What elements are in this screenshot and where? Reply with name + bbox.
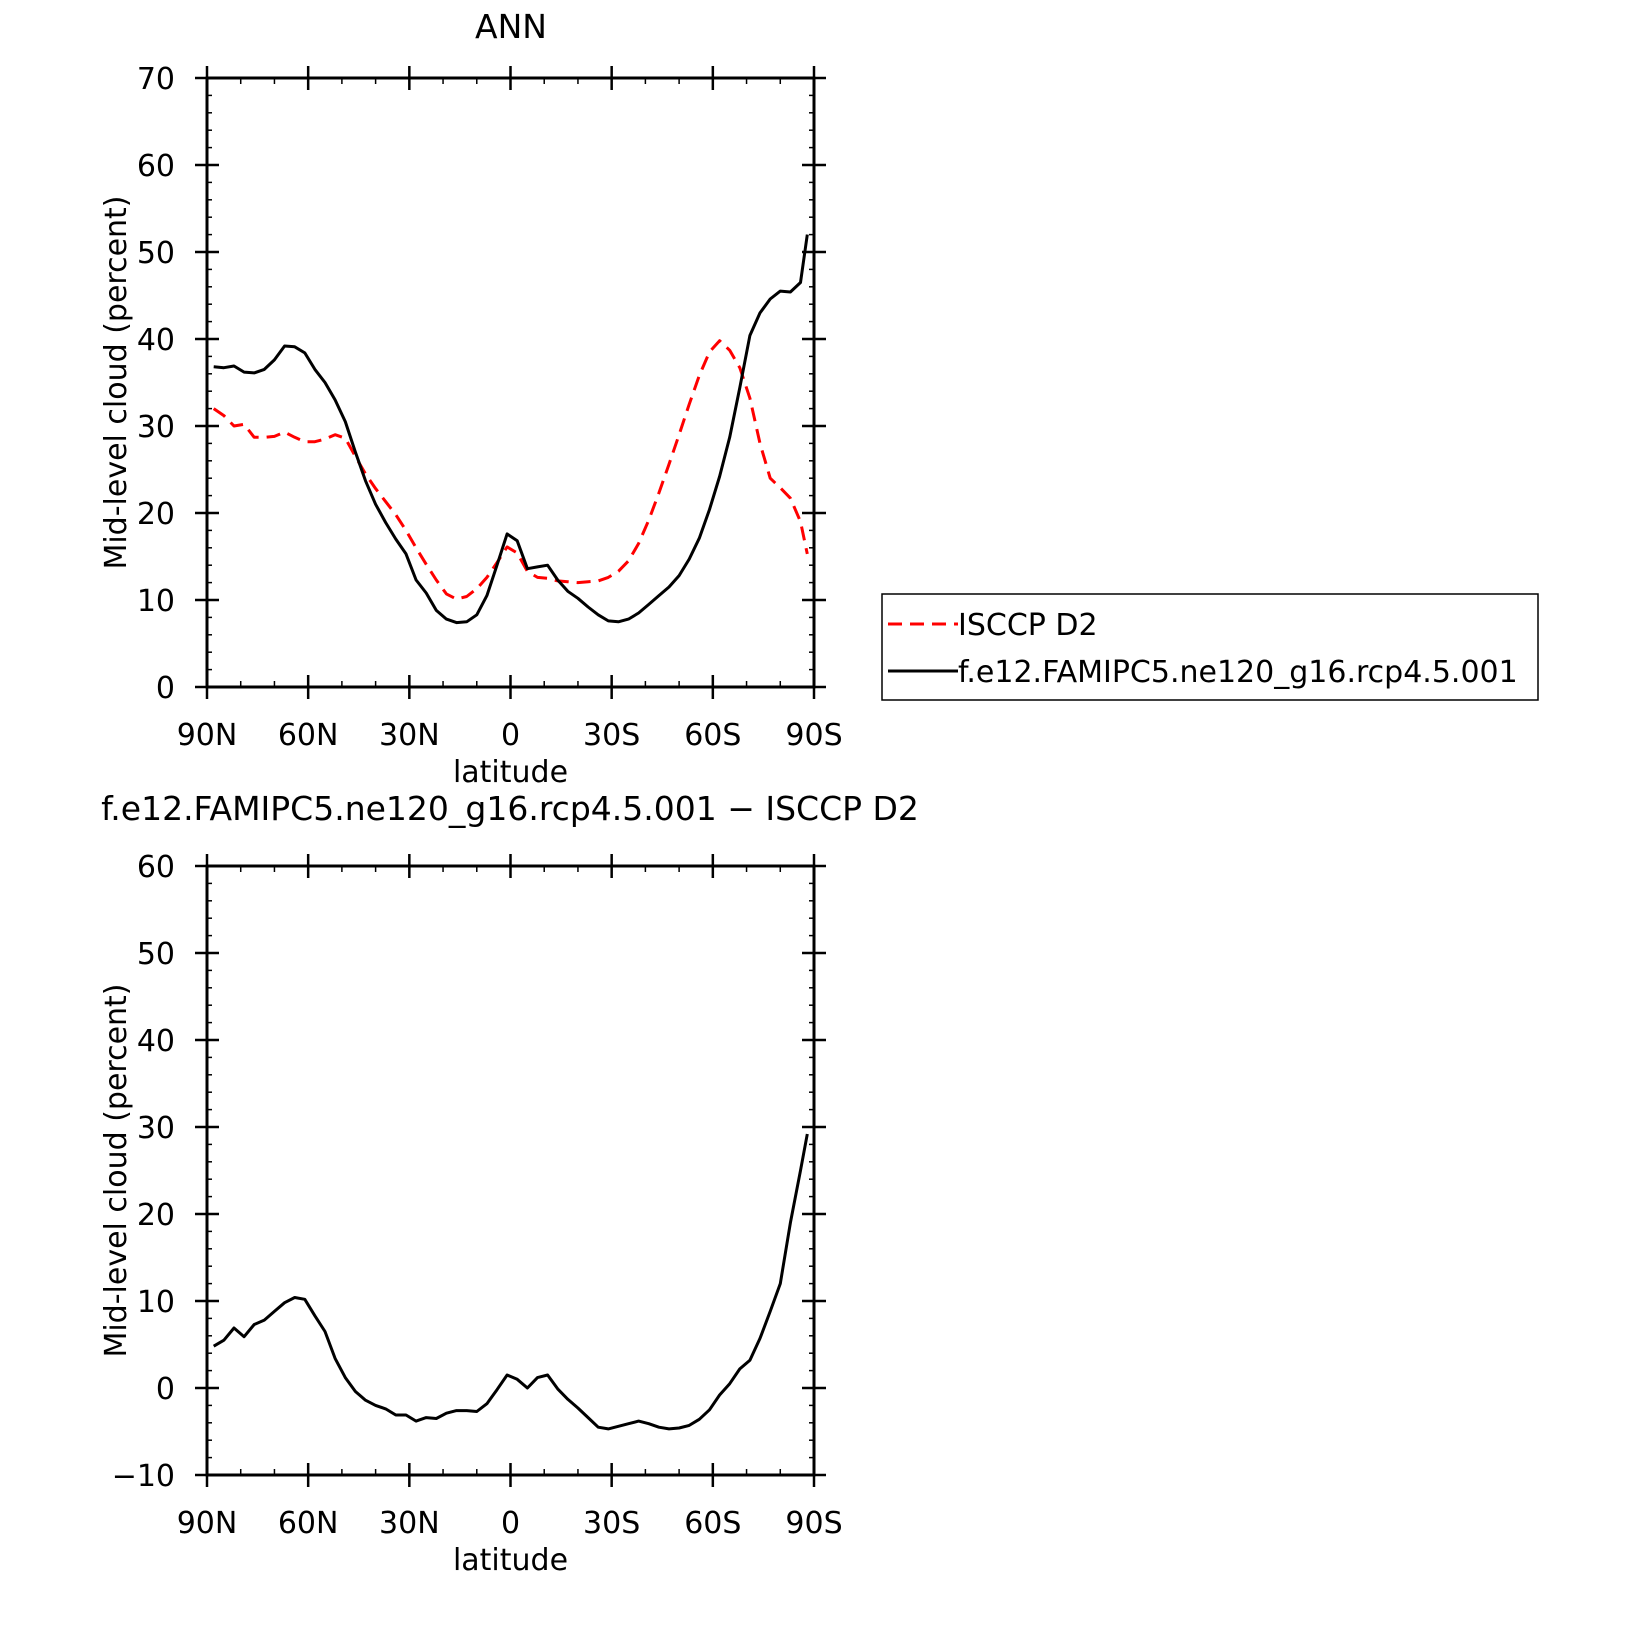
legend: ISCCP D2 f.e12.FAMIPC5.ne120_g16.rcp4.5.0… [881, 593, 1539, 701]
x-tick-label: 90N [177, 718, 238, 753]
chart-title: ANN [475, 7, 547, 46]
y-tick-label: 30 [137, 1111, 175, 1146]
x-tick-label: 60S [684, 718, 741, 753]
x-tick-label: 0 [501, 1506, 520, 1541]
y-tick-label: 60 [137, 850, 175, 885]
y-tick-label: 10 [137, 584, 175, 619]
x-axis-label: latitude [453, 755, 568, 790]
x-axis-label: latitude [453, 1543, 568, 1578]
x-tick-label: 30N [379, 718, 440, 753]
x-tick-label: 30S [583, 1506, 640, 1541]
y-tick-label: 50 [137, 937, 175, 972]
y-axis-label: Mid-level cloud (percent) [99, 195, 134, 569]
y-tick-label: 40 [137, 323, 175, 358]
x-tick-label: 90S [785, 718, 842, 753]
plot-frame [205, 864, 816, 1477]
y-tick-label: 70 [137, 62, 175, 97]
y-tick-label: −10 [112, 1459, 175, 1494]
y-tick-label: 0 [156, 671, 175, 706]
plot-frame [205, 76, 816, 689]
series-line-1 [212, 339, 809, 601]
x-tick-label: 60N [278, 718, 339, 753]
x-tick-label: 90S [785, 1506, 842, 1541]
y-tick-label: 40 [137, 1024, 175, 1059]
x-tick-label: 90N [177, 1506, 238, 1541]
legend-label-2: f.e12.FAMIPC5.ne120_g16.rcp4.5.001 [958, 655, 1518, 690]
y-tick-label: 0 [156, 1372, 175, 1407]
chart-panel-2: f.e12.FAMIPC5.ne120_g16.rcp4.5.001 − ISC… [99, 789, 919, 1578]
y-tick-label: 20 [137, 1198, 175, 1233]
chart-title: f.e12.FAMIPC5.ne120_g16.rcp4.5.001 − ISC… [101, 789, 919, 828]
legend-box [881, 593, 1539, 701]
legend-label-1: ISCCP D2 [958, 608, 1098, 643]
y-tick-label: 30 [137, 410, 175, 445]
y-tick-label: 20 [137, 497, 175, 532]
y-tick-label: 60 [137, 149, 175, 184]
chart-panel-1: ANN 0 10 20 30 40 50 60 70 90N 60N 30N 0 30S 60S 90S lat… [99, 7, 1539, 790]
x-tick-label: 30N [379, 1506, 440, 1541]
x-tick-label: 60S [684, 1506, 741, 1541]
y-tick-label: 50 [137, 236, 175, 271]
series-line-2 [213, 234, 809, 625]
x-tick-label: 30S [583, 718, 640, 753]
x-tick-label: 60N [278, 1506, 339, 1541]
x-tick-label: 0 [501, 718, 520, 753]
y-tick-label: 10 [137, 1285, 175, 1320]
series-line-1 [212, 1133, 809, 1431]
y-axis-label: Mid-level cloud (percent) [99, 983, 134, 1357]
